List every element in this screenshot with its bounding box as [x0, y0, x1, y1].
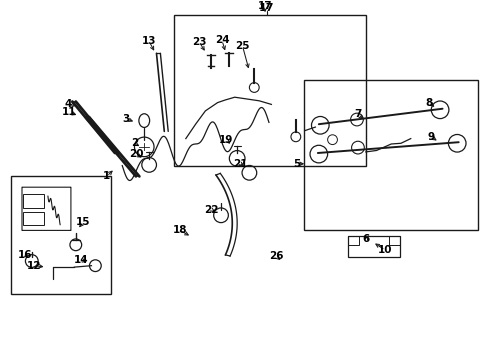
Bar [23, 194, 44, 208]
Text: 21: 21 [233, 159, 247, 169]
Text: 15: 15 [76, 217, 90, 228]
Text: 5: 5 [293, 159, 300, 169]
Text: 16: 16 [18, 250, 33, 260]
Text: 14: 14 [73, 255, 88, 265]
Bar [11, 176, 111, 294]
Text: 25: 25 [235, 41, 249, 51]
Text: 22: 22 [203, 204, 218, 215]
Bar [347, 236, 358, 245]
Text: 23: 23 [192, 37, 206, 48]
Text: 11: 11 [62, 107, 77, 117]
Text: 19: 19 [218, 135, 233, 145]
Text: 3: 3 [122, 114, 129, 124]
Text: 12: 12 [27, 261, 41, 271]
Text: 13: 13 [142, 36, 156, 46]
Text: 26: 26 [268, 251, 283, 261]
Text: 7: 7 [353, 109, 361, 120]
Text: 6: 6 [362, 234, 368, 244]
Text: 18: 18 [172, 225, 187, 235]
Bar [347, 236, 399, 257]
Text: 9: 9 [427, 132, 434, 142]
Text: 1: 1 [103, 171, 110, 181]
Text: 8: 8 [425, 98, 432, 108]
Text: 2: 2 [131, 138, 138, 148]
Text: 20: 20 [128, 149, 143, 159]
Bar [388, 236, 399, 245]
Bar [173, 15, 365, 166]
Bar [23, 212, 44, 225]
Text: 17: 17 [258, 3, 274, 13]
Text: 17: 17 [257, 1, 272, 12]
Bar [304, 80, 477, 230]
Text: 10: 10 [377, 245, 392, 255]
Text: 4: 4 [64, 99, 72, 109]
Text: 24: 24 [214, 35, 229, 45]
